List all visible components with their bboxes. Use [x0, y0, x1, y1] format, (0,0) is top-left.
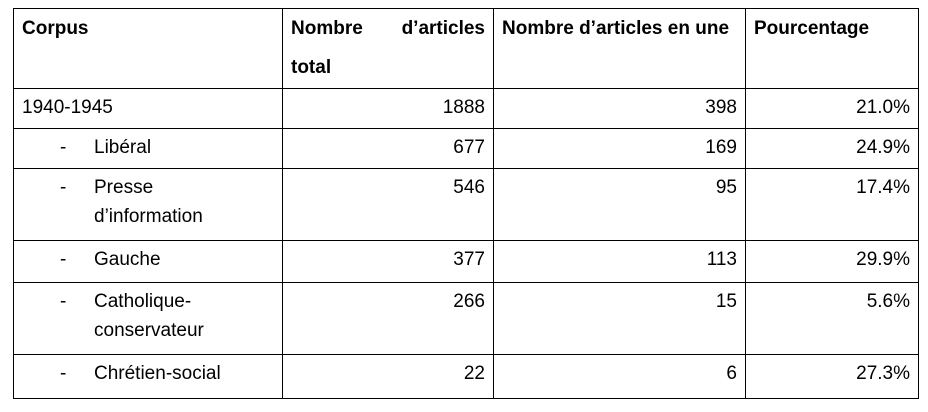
- corpus-label: 1940-1945: [22, 97, 113, 118]
- total-cell: 677: [282, 128, 494, 169]
- corpus-item: - Gauche: [22, 245, 274, 274]
- list-marker: -: [60, 249, 67, 270]
- header-cell: Corpus: [13, 8, 283, 89]
- corpus-cell: - Presse d’information: [13, 168, 283, 241]
- pct-cell: 17.4%: [745, 168, 919, 241]
- une-cell: 169: [493, 128, 746, 169]
- list-marker: -: [60, 291, 67, 312]
- pct-cell: 24.9%: [745, 128, 919, 169]
- corpus-cell: - Libéral: [13, 128, 283, 169]
- total-cell: 377: [282, 240, 494, 283]
- une-cell: 6: [493, 354, 746, 399]
- une-cell: 398: [493, 88, 746, 129]
- corpus-label: Chrétien-social: [94, 363, 221, 384]
- corpus-cell: - Catholique-conservateur: [13, 282, 283, 355]
- corpus-cell: 1940-1945: [13, 88, 283, 129]
- table-row: - Catholique-conservateur 266 15 5.6%: [13, 282, 919, 355]
- corpus-item: - Presse d’information: [22, 173, 274, 231]
- list-marker: -: [60, 363, 67, 384]
- total-cell: 266: [282, 282, 494, 355]
- pct-cell: 29.9%: [745, 240, 919, 283]
- une-cell: 113: [493, 240, 746, 283]
- corpus-item: - Catholique-conservateur: [22, 287, 274, 345]
- header-cell: Nombre d’articles en une: [493, 8, 746, 89]
- header-row: Corpus Nombre d’articles total Nombre d’ar…: [13, 8, 919, 89]
- table-row: - Presse d’information 546 95 17.4%: [13, 168, 919, 241]
- corpus-label: Catholique-conservateur: [94, 291, 204, 341]
- total-cell: 546: [282, 168, 494, 241]
- table-row: - Chrétien-social 22 6 27.3%: [13, 354, 919, 399]
- total-cell: 22: [282, 354, 494, 399]
- header-cell: Nombre d’articles total: [282, 8, 494, 89]
- pct-cell: 5.6%: [745, 282, 919, 355]
- corpus-cell: - Gauche: [13, 240, 283, 283]
- table-row: - Libéral 677 169 24.9%: [13, 128, 919, 169]
- une-cell: 95: [493, 168, 746, 241]
- header-cell: Pourcentage: [745, 8, 919, 89]
- corpus-cell: - Chrétien-social: [13, 354, 283, 399]
- table-row: - Gauche 377 113 29.9%: [13, 240, 919, 283]
- list-marker: -: [60, 177, 67, 198]
- list-marker: -: [60, 137, 67, 158]
- corpus-label: Gauche: [94, 249, 161, 270]
- total-cell: 1888: [282, 88, 494, 129]
- corpus-item: - Chrétien-social: [22, 359, 274, 388]
- pct-cell: 27.3%: [745, 354, 919, 399]
- pct-cell: 21.0%: [745, 88, 919, 129]
- data-table: Corpus Nombre d’articles total Nombre d’ar…: [13, 8, 919, 399]
- une-cell: 15: [493, 282, 746, 355]
- table-row: 1940-1945 1888 398 21.0%: [13, 88, 919, 129]
- corpus-item: - Libéral: [22, 133, 274, 162]
- corpus-label: Libéral: [94, 137, 152, 158]
- corpus-label: Presse d’information: [94, 177, 203, 227]
